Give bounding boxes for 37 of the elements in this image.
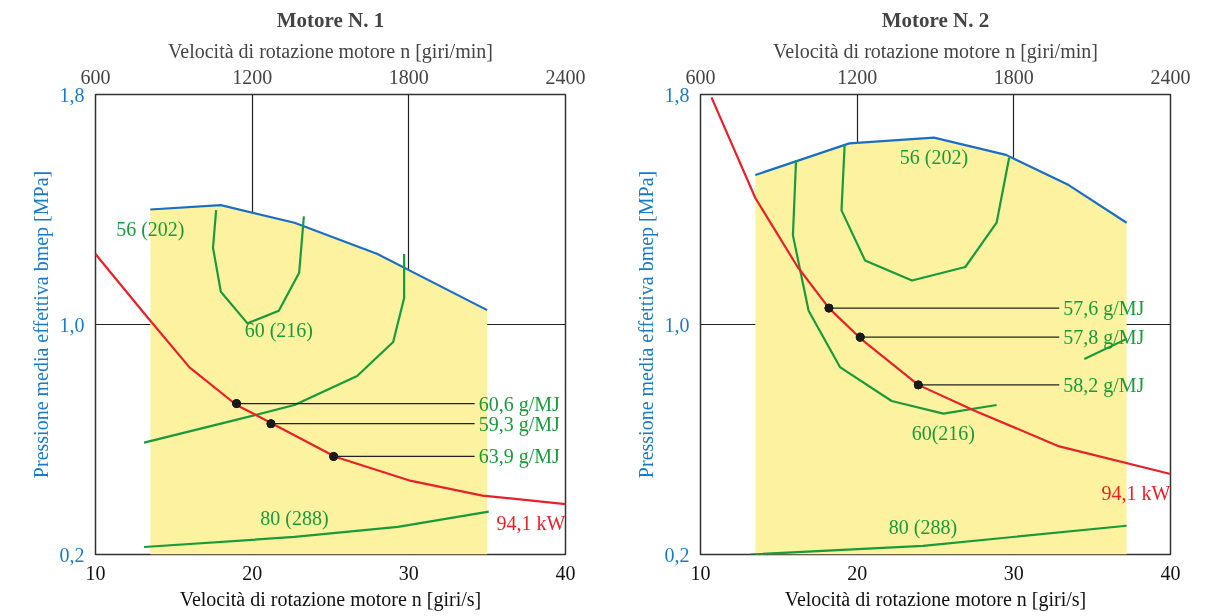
x2-tick-label: 1200	[232, 65, 273, 88]
x-tick-label: 10	[690, 561, 711, 584]
annotation: 80 (288)	[888, 515, 958, 539]
annotation: 57,8 g/MJ	[1063, 326, 1145, 350]
x-tick-label: 30	[398, 561, 419, 584]
x-tick-label: 20	[847, 561, 868, 584]
y-tick-label: 0,2	[664, 543, 690, 566]
x-tick-label: 20	[242, 561, 263, 584]
annotation: 56 (202)	[899, 145, 969, 169]
x-tick-label: 10	[85, 561, 106, 584]
x-tick-label: 30	[1003, 561, 1024, 584]
annotation: 80 (288)	[260, 506, 329, 530]
y-tick-label: 1,0	[59, 313, 85, 336]
annotation: 60(216)	[911, 421, 975, 445]
x2-tick-label: 1800	[388, 65, 429, 88]
annotation: 60,6 g/MJ	[478, 392, 560, 416]
x2-axis-title: Velocità di rotazione motore n [giri/min]	[168, 39, 493, 63]
x2-tick-label: 2400	[545, 65, 586, 88]
annotation: 57,6 g/MJ	[1063, 297, 1145, 321]
annotation: 60 (216)	[244, 318, 313, 342]
chart-title: Motore N. 2	[881, 7, 990, 32]
x-tick-label: 40	[1160, 561, 1181, 584]
y-tick-label: 1,0	[664, 313, 690, 336]
x-axis-title: Velocità di rotazione motore n [giri/s]	[784, 587, 1087, 611]
y-axis-title: Pressione media effettiva bmep [MPa]	[634, 170, 658, 479]
x2-tick-label: 2400	[1150, 65, 1191, 88]
annotation: 63,9 g/MJ	[478, 445, 560, 469]
chart-title: Motore N. 1	[276, 7, 385, 32]
x2-tick-label: 1800	[993, 65, 1034, 88]
x-tick-label: 40	[555, 561, 576, 584]
x2-tick-label: 1200	[837, 65, 878, 88]
annotation: 58,2 g/MJ	[1063, 373, 1145, 397]
x2-axis-title: Velocità di rotazione motore n [giri/min]	[773, 39, 1098, 63]
y-axis-title: Pressione media effettiva bmep [MPa]	[29, 170, 53, 479]
x-axis-title: Velocità di rotazione motore n [giri/s]	[179, 587, 482, 611]
y-tick-label: 0,2	[59, 543, 85, 566]
annotation: 56 (202)	[116, 217, 185, 241]
